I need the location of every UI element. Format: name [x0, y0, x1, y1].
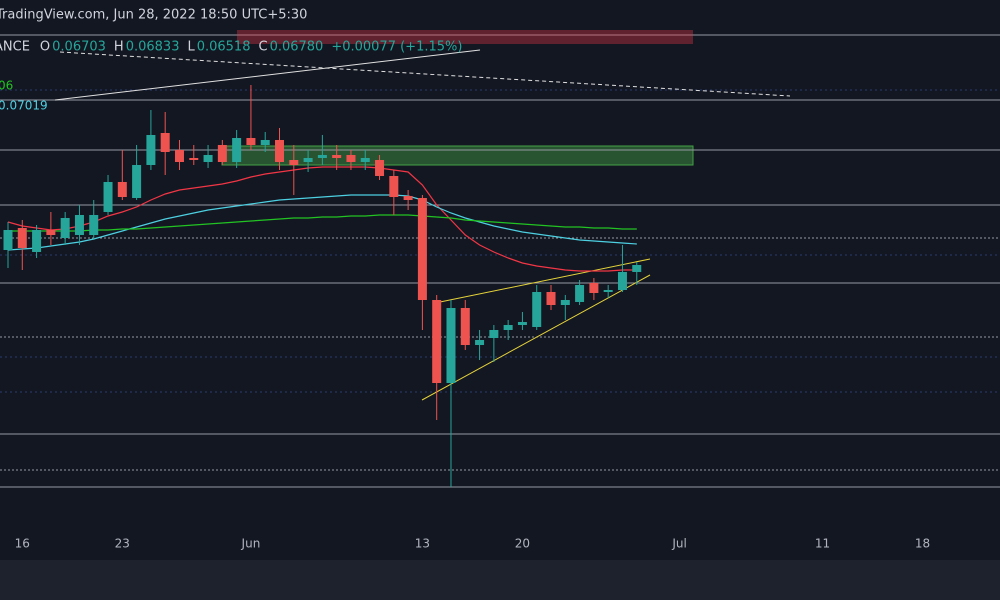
candle-body — [303, 158, 313, 162]
x-tick-label: 11 — [815, 537, 830, 551]
ohlc-label: C — [258, 40, 267, 55]
x-tick-label: 18 — [915, 537, 930, 551]
plot — [3, 85, 642, 487]
drawings — [0, 30, 1000, 488]
candle-body — [389, 176, 399, 197]
ohlc-label: O — [40, 40, 50, 55]
candle-body — [475, 340, 485, 345]
x-tick-label: 16 — [15, 537, 30, 551]
candle-body — [74, 215, 84, 235]
candle-body — [289, 160, 299, 165]
ma-label: 0.07019 — [0, 99, 48, 113]
ohlc-label: H — [114, 40, 124, 55]
candle-body — [217, 145, 227, 162]
candle-body — [203, 155, 213, 162]
candle-body — [617, 272, 627, 290]
trend-line — [59, 51, 791, 97]
candle-body — [589, 283, 599, 293]
wedge-line — [439, 258, 651, 303]
candle-body — [560, 300, 570, 305]
x-tick-label: 13 — [415, 537, 430, 551]
candle-body — [546, 292, 556, 305]
ohlc-legend: O 0.06703 H 0.06833 L 0.06518 C 0.06780 +0.00077… — [40, 40, 463, 55]
ohlc-value: 0.06833 — [126, 40, 180, 55]
x-tick-label: Jul — [671, 537, 686, 551]
trend-line — [54, 49, 481, 101]
candle-body — [146, 135, 156, 165]
candle-body — [360, 158, 370, 162]
wedge-line — [421, 274, 651, 401]
ohlc-value: 0.06780 — [270, 40, 324, 55]
source-title: TradingView.com, Jun 28, 2022 18:50 UTC+… — [0, 8, 307, 23]
candle-body — [260, 140, 270, 145]
x-tick-label: Jun — [241, 537, 261, 551]
candle-body — [489, 330, 499, 338]
candle-body — [275, 140, 285, 162]
candle-body — [603, 290, 613, 292]
candle-body — [417, 198, 427, 300]
candle-body — [232, 138, 242, 162]
candle-body — [446, 308, 456, 383]
candle-body — [60, 218, 70, 238]
candle-body — [89, 215, 99, 235]
ohlc-value: 0.06703 — [52, 40, 106, 55]
candle-body — [403, 196, 413, 200]
x-tick-label: 23 — [115, 537, 130, 551]
candle-body — [246, 138, 256, 145]
candle-body — [517, 322, 527, 325]
symbol: ANCE — [0, 40, 30, 55]
candle-body — [3, 230, 13, 250]
candle-body — [117, 182, 127, 197]
resistance-zone — [237, 30, 693, 44]
candle-body — [346, 155, 356, 162]
candle-body — [189, 158, 199, 160]
moving-average — [7, 194, 637, 251]
candle-body — [174, 150, 184, 162]
ohlc-value: 0.06518 — [197, 40, 251, 55]
moving-average — [8, 214, 637, 232]
candle-body — [132, 165, 142, 198]
ohlc-label: L — [187, 40, 195, 55]
candle-body — [317, 155, 327, 158]
ma-label: 06 — [0, 79, 13, 93]
candle-body — [503, 325, 513, 330]
change: +0.00077 (+1.15%) — [331, 40, 462, 55]
x-tick-label: 20 — [515, 537, 530, 551]
candle-body — [17, 228, 27, 248]
candle-body — [432, 300, 442, 383]
candle-body — [103, 182, 113, 212]
candle-body — [160, 133, 170, 152]
footer-band — [0, 560, 1000, 600]
candle-body — [575, 285, 585, 302]
candle-body — [332, 155, 342, 158]
candle-body — [460, 308, 470, 345]
candle-body — [32, 230, 42, 252]
candle-body — [46, 230, 56, 235]
moving-average — [7, 166, 637, 272]
candle-body — [632, 265, 642, 272]
candle-body — [375, 160, 385, 176]
candle-body — [532, 292, 542, 327]
